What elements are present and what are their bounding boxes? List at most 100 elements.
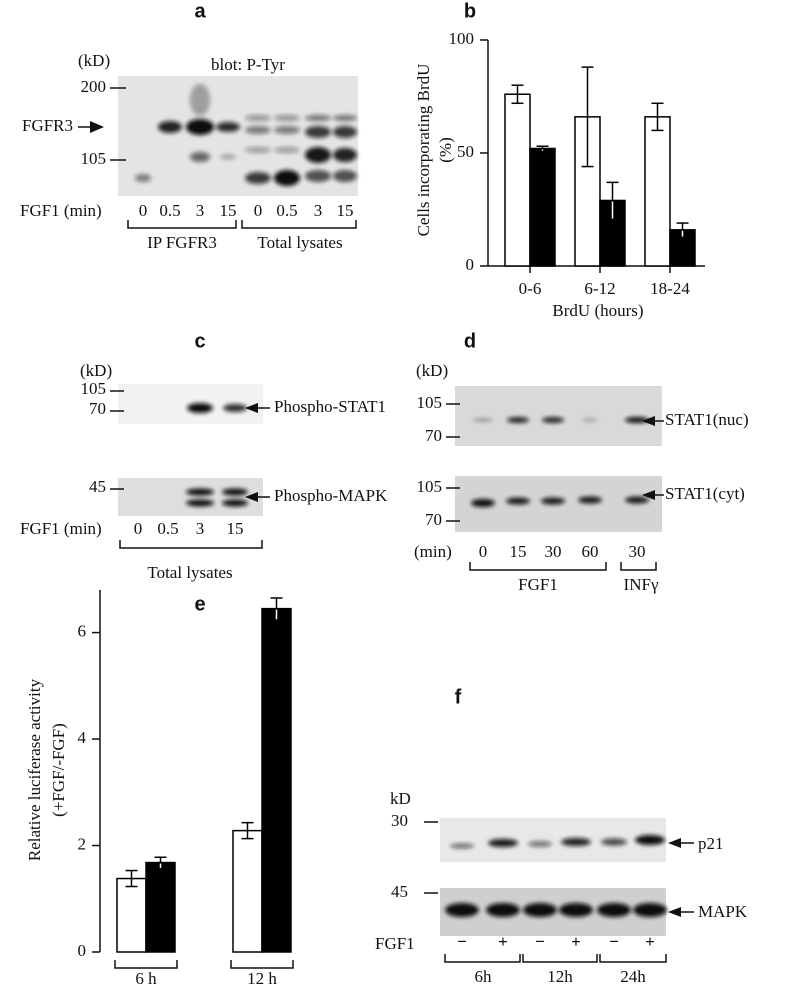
bracket — [114, 960, 178, 969]
y-tick-label: 4 — [78, 728, 87, 747]
bracket — [444, 954, 521, 963]
bracket — [241, 220, 357, 229]
group-label: FGF1 — [518, 575, 558, 594]
band — [222, 488, 248, 496]
panel-label: e — [194, 593, 205, 615]
marker-label: 105 — [417, 393, 443, 412]
error-bar — [651, 102, 664, 132]
band — [473, 418, 493, 422]
error-bar — [154, 856, 167, 869]
band-label: STAT1(cyt) — [665, 484, 745, 503]
marker-label: 70 — [425, 426, 442, 445]
lane-label: 15 — [227, 519, 244, 538]
band — [578, 496, 602, 504]
band — [582, 418, 598, 422]
band — [625, 496, 649, 504]
error-bar — [125, 869, 138, 888]
band — [190, 84, 210, 116]
bands — [445, 903, 667, 917]
band — [625, 417, 649, 423]
lane-label: 0 — [134, 519, 143, 538]
arrow-head — [642, 490, 655, 500]
band — [305, 126, 331, 138]
kd-label: kD — [390, 789, 411, 808]
arrow-head — [90, 121, 104, 133]
arrow-head — [668, 838, 681, 848]
band — [450, 843, 474, 849]
lane-label: − — [457, 932, 467, 951]
band — [633, 903, 667, 917]
group-label: Total lysates — [147, 563, 232, 582]
band — [186, 119, 214, 135]
group-label: 24h — [620, 967, 646, 986]
error-bar — [536, 145, 549, 152]
bar — [644, 116, 671, 267]
marker-label: 105 — [81, 149, 107, 168]
lane-label: 60 — [582, 542, 599, 561]
x-tick-label: 6-12 — [584, 279, 615, 298]
band — [245, 172, 271, 184]
error-bar — [511, 84, 524, 105]
band — [274, 147, 300, 153]
group-label: IP FGFR3 — [147, 233, 217, 252]
band — [542, 417, 564, 423]
band — [190, 152, 210, 162]
arrow-head — [642, 416, 655, 426]
band — [223, 404, 247, 412]
bracket — [522, 954, 598, 963]
marker-label: 105 — [417, 477, 443, 496]
band — [333, 115, 357, 121]
band — [245, 126, 271, 134]
marker-label: 45 — [391, 882, 408, 901]
band — [158, 121, 182, 133]
panel-label: d — [464, 330, 476, 352]
error-bar — [606, 181, 619, 220]
group-label: 6h — [475, 967, 493, 986]
row-label: FGF1 (min) — [20, 201, 102, 220]
lane-label: 0.5 — [157, 519, 178, 538]
band-label: MAPK — [698, 902, 748, 921]
lane-label: 0.5 — [276, 201, 297, 220]
kd-label: (kD) — [78, 51, 110, 70]
band — [305, 115, 331, 121]
group-label: INFγ — [624, 575, 659, 594]
bar — [116, 877, 147, 953]
x-tick-label: 6 h — [135, 969, 157, 988]
lane-label: 15 — [510, 542, 527, 561]
bands — [471, 496, 649, 507]
band-label: STAT1(nuc) — [665, 410, 749, 429]
marker-label: 105 — [81, 379, 107, 398]
band — [445, 903, 479, 917]
error-bar — [581, 66, 594, 168]
y-tick-label: 6 — [78, 621, 87, 640]
bracket — [127, 220, 237, 229]
blot — [118, 478, 263, 516]
band — [274, 115, 300, 121]
marker-label: 70 — [425, 510, 442, 529]
band — [601, 838, 627, 846]
y-tick-label: 0 — [78, 941, 87, 960]
panel-label: a — [194, 0, 206, 22]
bands — [473, 417, 649, 423]
band-label: p21 — [698, 834, 724, 853]
bands — [187, 403, 247, 413]
lane-label: 15 — [337, 201, 354, 220]
band — [220, 154, 236, 160]
marker-label: 70 — [89, 399, 106, 418]
band — [561, 838, 591, 846]
band — [486, 903, 520, 917]
bracket — [599, 954, 667, 963]
band — [333, 148, 357, 162]
bar — [261, 607, 292, 953]
band — [506, 497, 530, 505]
x-axis-label: BrdU (hours) — [552, 301, 643, 320]
y-tick-label: 50 — [457, 142, 474, 161]
arrow-head — [245, 492, 258, 502]
y-axis-label: Relative luciferase activity — [25, 678, 44, 861]
band — [597, 903, 631, 917]
arrow-head — [668, 907, 681, 917]
panel-label: f — [455, 686, 462, 708]
y-tick-label: 2 — [78, 834, 87, 853]
bracket — [469, 562, 607, 571]
bar — [504, 93, 531, 267]
